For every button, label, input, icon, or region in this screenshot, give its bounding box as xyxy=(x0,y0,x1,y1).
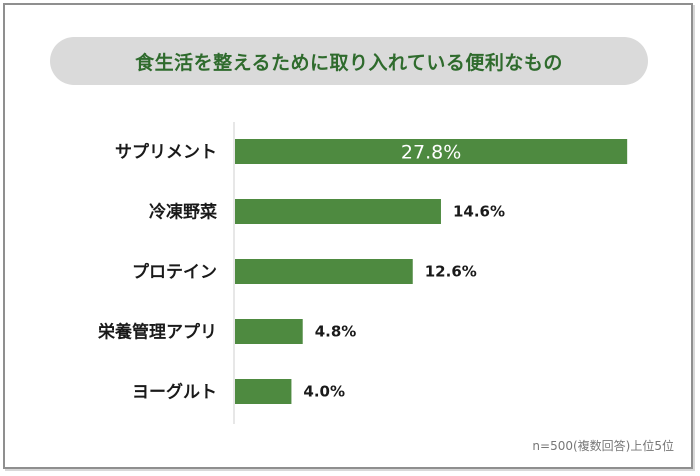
bar-2 xyxy=(235,199,441,224)
category-label-3: プロテイン xyxy=(132,262,217,283)
bar-4 xyxy=(235,319,303,344)
category-label-2: 冷凍野菜 xyxy=(149,202,218,223)
category-label-1: サプリメント xyxy=(115,142,217,163)
value-label-5: 4.0% xyxy=(303,383,345,401)
value-label-2: 14.6% xyxy=(453,203,505,221)
bar-1 xyxy=(235,139,628,164)
bars-group: サプリメント 27.8% 冷凍野菜 14.6% プロテイン 12.6% 栄養管理アプリ 4.8… xyxy=(97,139,628,404)
value-label-4: 4.8% xyxy=(315,323,357,341)
bar-5 xyxy=(235,379,292,404)
bar-3 xyxy=(235,259,413,284)
category-label-5: ヨーグルト xyxy=(132,382,217,403)
value-label-1: 27.8% xyxy=(401,142,461,164)
sample-note: n=500(複数回答)上位5位 xyxy=(532,439,674,453)
chart-title: 食生活を整えるために取り入れている便利なもの xyxy=(135,51,563,74)
chart-title-banner: 食生活を整えるために取り入れている便利なもの xyxy=(50,37,648,85)
category-label-4: 栄養管理アプリ xyxy=(97,322,217,343)
value-label-3: 12.6% xyxy=(425,263,477,281)
